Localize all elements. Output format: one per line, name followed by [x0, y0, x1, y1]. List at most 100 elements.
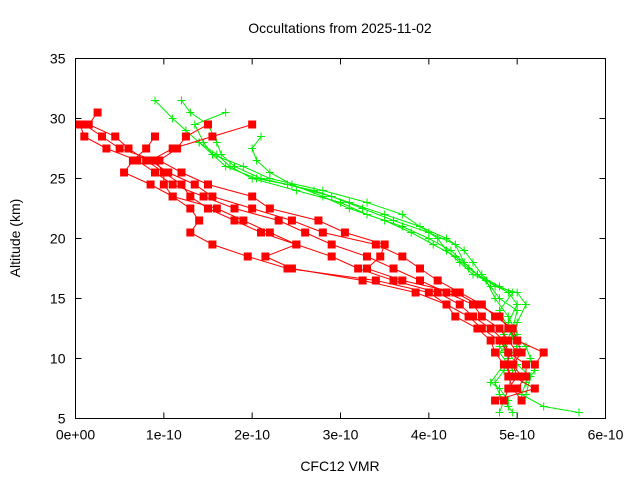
- data-point-square: [495, 336, 504, 345]
- data-point-square: [495, 324, 504, 333]
- data-point-square: [508, 384, 517, 393]
- y-tick-label: 15: [50, 291, 66, 307]
- data-point-square: [301, 228, 310, 237]
- data-point-cross: [473, 270, 482, 279]
- plot-frame: [75, 58, 606, 419]
- data-point-cross: [257, 132, 265, 141]
- data-point-square: [513, 372, 522, 381]
- data-point-square: [486, 324, 495, 333]
- data-point-square: [120, 168, 129, 177]
- data-point-cross: [446, 246, 455, 255]
- data-point-cross: [398, 222, 407, 231]
- data-point-square: [477, 324, 486, 333]
- data-point-cross: [226, 162, 235, 171]
- data-point-square: [155, 156, 164, 165]
- data-point-square: [142, 144, 151, 153]
- data-point-square: [208, 192, 217, 201]
- data-point-square: [186, 192, 195, 201]
- series-green-10: [195, 138, 535, 399]
- data-point-square: [204, 180, 212, 189]
- data-point-cross: [221, 108, 230, 117]
- data-point-cross: [522, 342, 530, 351]
- data-point-square: [354, 264, 363, 273]
- data-point-square: [433, 276, 442, 285]
- data-point-square: [181, 132, 190, 141]
- data-point-square: [486, 336, 495, 345]
- data-point-square: [522, 360, 530, 369]
- data-point-cross: [442, 234, 451, 243]
- data-point-square: [93, 108, 102, 117]
- data-point-square: [451, 312, 460, 321]
- data-point-square: [265, 228, 274, 237]
- series-line: [87, 112, 537, 401]
- data-point-square: [504, 360, 513, 369]
- data-point-square: [495, 312, 504, 321]
- data-point-square: [327, 240, 336, 249]
- data-point-square: [517, 396, 526, 405]
- data-point-square: [442, 300, 451, 309]
- series-green-8: [190, 108, 522, 405]
- data-point-square: [248, 120, 257, 129]
- y-tick-label: 25: [50, 171, 66, 187]
- data-point-square: [504, 324, 513, 333]
- data-point-cross: [195, 138, 204, 147]
- data-point-square: [159, 180, 168, 189]
- x-tick-label: 0e+00: [56, 427, 96, 443]
- data-point-cross: [248, 174, 257, 183]
- data-point-cross: [407, 228, 416, 237]
- data-point-square: [314, 216, 323, 225]
- series-line: [158, 124, 523, 377]
- data-point-cross: [186, 108, 195, 117]
- data-point-square: [363, 264, 371, 273]
- data-point-square: [363, 252, 371, 261]
- data-point-square: [292, 240, 301, 249]
- data-point-cross: [398, 210, 407, 219]
- data-point-square: [151, 168, 159, 177]
- data-point-square: [177, 168, 186, 177]
- data-point-square: [111, 132, 120, 141]
- data-point-square: [499, 396, 508, 405]
- data-point-cross: [508, 288, 517, 297]
- data-point-square: [376, 252, 385, 261]
- data-point-cross: [495, 384, 504, 393]
- data-point-square: [491, 312, 500, 321]
- data-point-square: [455, 288, 464, 297]
- data-point-cross: [424, 234, 433, 243]
- data-point-cross: [287, 180, 296, 189]
- data-point-square: [248, 204, 257, 213]
- data-point-square: [411, 288, 420, 297]
- data-point-square: [469, 300, 477, 309]
- data-point-square: [477, 312, 486, 321]
- data-point-square: [173, 144, 182, 153]
- data-point-square: [499, 336, 508, 345]
- y-tick-label: 35: [50, 51, 66, 67]
- x-tick-label: 5e-10: [499, 427, 535, 443]
- data-point-square: [504, 348, 513, 357]
- series-green-6: [151, 96, 522, 417]
- data-point-square: [204, 120, 212, 129]
- data-point-cross: [486, 378, 495, 387]
- data-point-square: [508, 360, 517, 369]
- series-red-2: [84, 108, 539, 405]
- series-green-9: [248, 132, 522, 417]
- data-point-square: [146, 156, 155, 165]
- data-point-cross: [345, 204, 354, 213]
- data-point-cross: [252, 156, 261, 165]
- data-point-cross: [539, 402, 548, 411]
- data-point-square: [424, 288, 433, 297]
- data-point-square: [530, 360, 539, 369]
- data-point-square: [513, 384, 522, 393]
- series-red-4: [155, 120, 526, 381]
- data-point-square: [261, 252, 270, 261]
- data-point-square: [257, 228, 265, 237]
- data-point-cross: [504, 312, 513, 321]
- data-point-square: [318, 228, 327, 237]
- data-point-square: [433, 288, 442, 297]
- data-point-square: [265, 204, 274, 213]
- data-point-square: [168, 144, 177, 153]
- data-point-cross: [363, 210, 371, 219]
- data-point-square: [243, 252, 252, 261]
- data-point-cross: [292, 186, 301, 195]
- data-point-cross: [212, 138, 221, 147]
